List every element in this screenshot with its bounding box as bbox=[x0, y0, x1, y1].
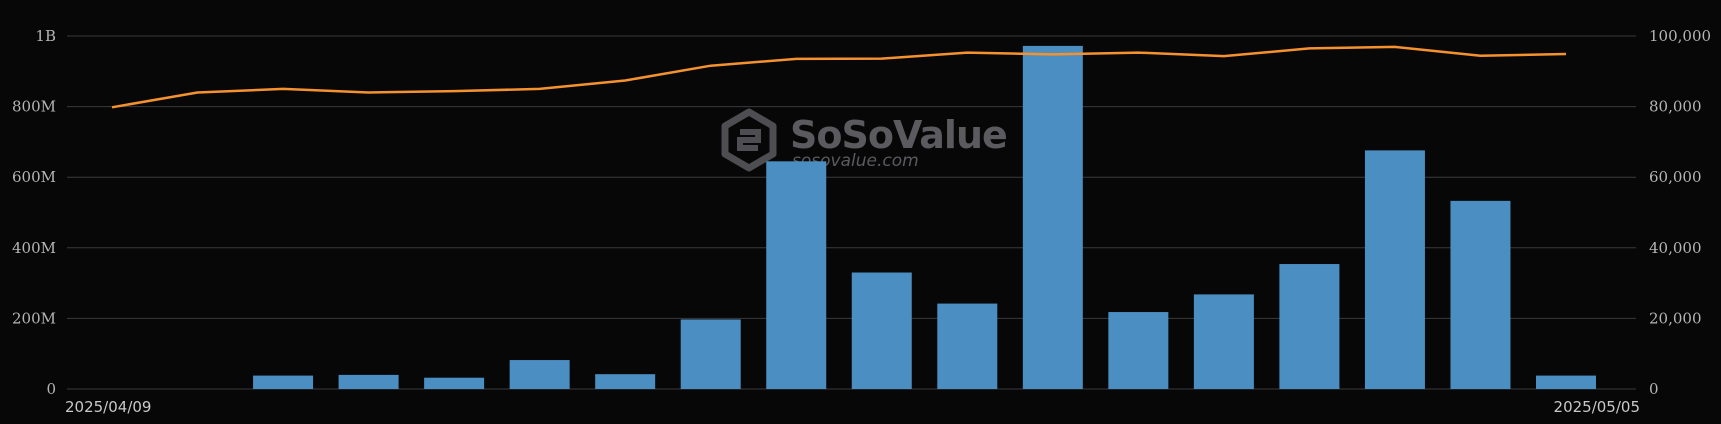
bar bbox=[1364, 150, 1425, 389]
gridlines bbox=[67, 35, 1636, 390]
x-tick-start: 2025/04/09 bbox=[65, 398, 151, 416]
bar bbox=[1279, 264, 1340, 389]
left-axis-tick-label: 400M bbox=[12, 239, 56, 257]
watermark-brand: SoSoValue bbox=[790, 113, 1007, 157]
bar bbox=[680, 319, 741, 389]
left-axis-tick-label: 0 bbox=[46, 380, 56, 398]
right-axis-tick-label: 60,000 bbox=[1649, 168, 1702, 186]
left-axis-ticks: 0 200M 400M 600M 800M 1B bbox=[12, 27, 56, 398]
right-axis-tick-label: 100,000 bbox=[1649, 27, 1711, 45]
x-tick-end: 2025/05/05 bbox=[1554, 398, 1640, 416]
bar bbox=[766, 161, 827, 389]
bar bbox=[595, 374, 656, 389]
right-axis-tick-label: 0 bbox=[1649, 380, 1659, 398]
left-axis-tick-label: 1B bbox=[35, 27, 56, 45]
bar bbox=[424, 377, 485, 389]
bar bbox=[1536, 375, 1596, 389]
left-axis-tick-label: 600M bbox=[12, 168, 56, 186]
left-axis-tick-label: 800M bbox=[12, 98, 56, 116]
sosovalue-logo-icon bbox=[721, 108, 777, 172]
price-line bbox=[111, 45, 1567, 109]
bar bbox=[1193, 294, 1254, 389]
bar bbox=[509, 360, 570, 389]
bar bbox=[1450, 200, 1511, 389]
right-axis-ticks: 0 20,000 40,000 60,000 80,000 100,000 bbox=[1649, 27, 1711, 398]
bar bbox=[851, 272, 912, 389]
bar bbox=[253, 375, 314, 389]
right-axis-tick-label: 40,000 bbox=[1649, 239, 1702, 257]
bar bbox=[338, 374, 399, 389]
bar bbox=[1108, 312, 1169, 389]
right-axis-tick-label: 80,000 bbox=[1649, 98, 1702, 116]
line-series bbox=[111, 45, 1567, 109]
left-axis-tick-label: 200M bbox=[12, 309, 56, 327]
bar-series bbox=[253, 45, 1596, 389]
right-axis-tick-label: 20,000 bbox=[1649, 309, 1702, 327]
bar bbox=[937, 303, 998, 389]
bar bbox=[1022, 45, 1083, 389]
